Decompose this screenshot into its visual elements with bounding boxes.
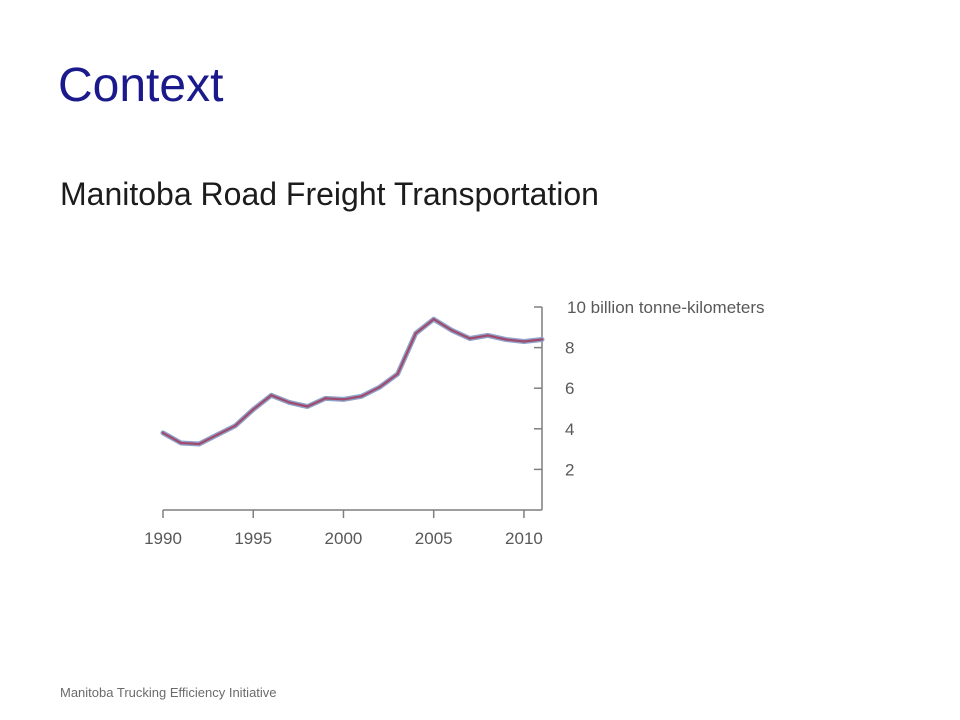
y-tick-label-4: 4 <box>565 420 574 439</box>
x-tick-label-1990: 1990 <box>144 529 182 548</box>
data-point-1993 <box>215 433 219 437</box>
y-axis-unit-label: 10 billion tonne-kilometers <box>567 298 765 317</box>
data-point-1992 <box>197 442 201 446</box>
data-point-2011 <box>540 338 544 341</box>
data-point-1991 <box>179 441 183 445</box>
data-point-2003 <box>396 372 399 376</box>
y-tick-label-8: 8 <box>565 339 574 358</box>
x-tick-label-2000: 2000 <box>325 529 363 548</box>
data-point-1995 <box>252 408 255 411</box>
x-tick-label-1995: 1995 <box>234 529 272 548</box>
data-point-2008 <box>486 334 490 337</box>
data-point-2009 <box>504 338 508 341</box>
data-point-1997 <box>288 401 291 404</box>
data-point-1999 <box>324 397 327 400</box>
data-point-2001 <box>360 395 363 398</box>
data-point-1996 <box>270 394 273 397</box>
y-tick-label-6: 6 <box>565 379 574 398</box>
y-tick-label-2: 2 <box>565 460 574 479</box>
data-point-1994 <box>233 424 237 427</box>
data-point-2000 <box>342 398 345 401</box>
data-point-1990 <box>161 431 165 435</box>
data-point-2007 <box>468 337 472 340</box>
x-axis: 1990 1995 2000 2005 2010 <box>144 509 543 548</box>
data-point-2002 <box>378 385 381 389</box>
slide-subtitle: Manitoba Road Freight Transportation <box>60 176 599 212</box>
series-line-0 <box>161 318 544 446</box>
y-axis: 2 4 6 8 10 billion tonne-kilometers <box>534 298 765 510</box>
data-point-1998 <box>306 405 309 408</box>
data-point-2004 <box>414 332 417 335</box>
slide-title: Context <box>58 59 224 112</box>
data-point-2010 <box>522 340 526 343</box>
footer-text: Manitoba Trucking Efficiency Initiative <box>60 685 277 700</box>
x-tick-label-2010: 2010 <box>505 529 543 548</box>
data-point-2005 <box>432 317 435 321</box>
data-point-2006 <box>450 329 453 332</box>
series-line-shadow-0 <box>160 316 545 447</box>
x-tick-label-2005: 2005 <box>415 529 453 548</box>
series-layer <box>160 316 545 447</box>
